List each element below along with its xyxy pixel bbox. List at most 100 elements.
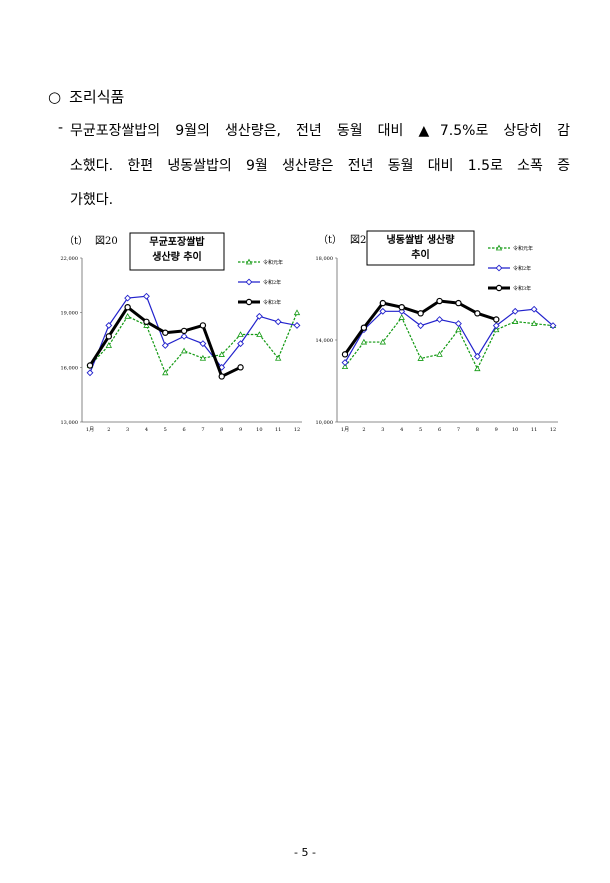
marker xyxy=(255,312,263,320)
marker xyxy=(237,340,244,348)
legend-label: 令和2年 xyxy=(513,265,531,272)
legend-marker xyxy=(495,284,503,292)
x-tick-label: 3 xyxy=(381,427,384,433)
marker xyxy=(143,318,150,325)
x-tick-label: 2 xyxy=(362,427,365,433)
marker xyxy=(341,359,349,366)
x-tick-label: 10 xyxy=(256,427,262,433)
figure-label: 図2 xyxy=(350,234,366,246)
chart-title: 무균포장쌀밥 xyxy=(149,235,205,248)
marker xyxy=(455,326,462,333)
legend-marker xyxy=(245,298,253,306)
marker xyxy=(124,312,131,319)
paragraph-line: 무균포장쌀밥의 9월의 생산량은, 전년 동월 대비 ▲7.5%로 상당히 감 xyxy=(70,123,570,139)
legend-label: 令和2年 xyxy=(263,279,281,286)
chart-title: 냉동쌀밥 생산량 xyxy=(387,233,456,246)
marker xyxy=(162,329,169,336)
marker xyxy=(199,354,207,361)
paragraph-line: 가했다. xyxy=(70,192,114,208)
marker xyxy=(341,363,349,370)
marker xyxy=(274,318,282,326)
marker xyxy=(530,305,538,313)
legend-label: 令和3年 xyxy=(263,299,281,306)
marker xyxy=(161,342,169,349)
x-tick-label: 6 xyxy=(438,427,441,433)
x-tick-label: 11 xyxy=(531,427,537,433)
x-tick-label: 11 xyxy=(275,427,281,433)
section-title: 조리식품 xyxy=(69,88,125,106)
legend-marker xyxy=(495,244,503,251)
title-box xyxy=(366,230,475,266)
marker xyxy=(180,327,188,335)
marker xyxy=(398,314,405,320)
x-tick-label: 3 xyxy=(126,427,129,433)
y-tick-label: 13,000 xyxy=(61,420,79,426)
unit-label: （t） xyxy=(64,235,88,247)
series-line xyxy=(344,308,554,363)
marker xyxy=(436,351,443,357)
x-tick-label: 7 xyxy=(457,427,460,433)
marker xyxy=(360,338,368,345)
marker xyxy=(124,294,132,302)
x-tick-label: 4 xyxy=(145,427,148,433)
marker xyxy=(180,332,188,340)
marker xyxy=(275,354,282,361)
marker xyxy=(530,320,538,327)
x-tick-label: 9 xyxy=(239,427,242,433)
marker xyxy=(436,316,443,323)
legend-marker xyxy=(245,258,253,265)
marker xyxy=(511,307,519,315)
marker xyxy=(162,369,169,376)
legend-label: 令和元年 xyxy=(263,259,283,266)
x-tick-label: 1月 xyxy=(341,427,349,433)
marker xyxy=(199,322,207,329)
y-tick-label: 10,000 xyxy=(316,420,334,426)
marker xyxy=(86,369,94,377)
marker xyxy=(379,338,386,345)
series-line xyxy=(88,305,242,379)
marker xyxy=(341,351,349,358)
marker xyxy=(218,363,226,371)
marker xyxy=(473,352,481,360)
marker xyxy=(512,318,519,324)
y-tick-label: 19,000 xyxy=(61,311,79,317)
marker xyxy=(417,322,425,330)
x-tick-label: 4 xyxy=(400,427,403,433)
marker xyxy=(237,331,244,337)
marker xyxy=(436,297,443,305)
marker xyxy=(293,309,301,316)
bullet: - xyxy=(58,120,64,136)
marker xyxy=(143,322,150,328)
marker xyxy=(105,333,113,340)
x-tick-label: 5 xyxy=(164,427,167,433)
x-tick-label: 2 xyxy=(107,427,110,433)
marker xyxy=(455,320,462,328)
section-heading: ○ 조리식품 xyxy=(48,86,132,107)
marker xyxy=(105,321,113,329)
y-tick-label: 18,000 xyxy=(316,256,334,262)
marker xyxy=(474,310,481,317)
series-line xyxy=(89,295,298,374)
marker xyxy=(199,340,207,348)
series-line xyxy=(89,312,298,374)
y-tick-label: 22,000 xyxy=(61,256,79,262)
marker xyxy=(180,347,188,354)
marker xyxy=(293,321,301,329)
marker xyxy=(218,373,225,380)
x-tick-label: 10 xyxy=(512,427,518,433)
x-tick-label: 6 xyxy=(182,427,185,433)
marker xyxy=(256,331,263,337)
paragraph-line: 소했다. 한편 냉동쌀밥의 9월 생산량은 전년 동월 대비 1.5로 소폭 증 xyxy=(70,158,570,174)
x-tick-label: 8 xyxy=(476,427,479,433)
x-tick-label: 12 xyxy=(294,427,300,433)
title-box xyxy=(129,232,225,271)
marker xyxy=(379,307,387,315)
section-marker: ○ xyxy=(48,88,62,106)
marker xyxy=(237,364,244,371)
marker xyxy=(379,299,387,307)
x-tick-label: 5 xyxy=(419,427,422,433)
marker xyxy=(105,342,112,348)
marker xyxy=(417,310,424,317)
chart-title: 생산량 추이 xyxy=(152,250,201,263)
